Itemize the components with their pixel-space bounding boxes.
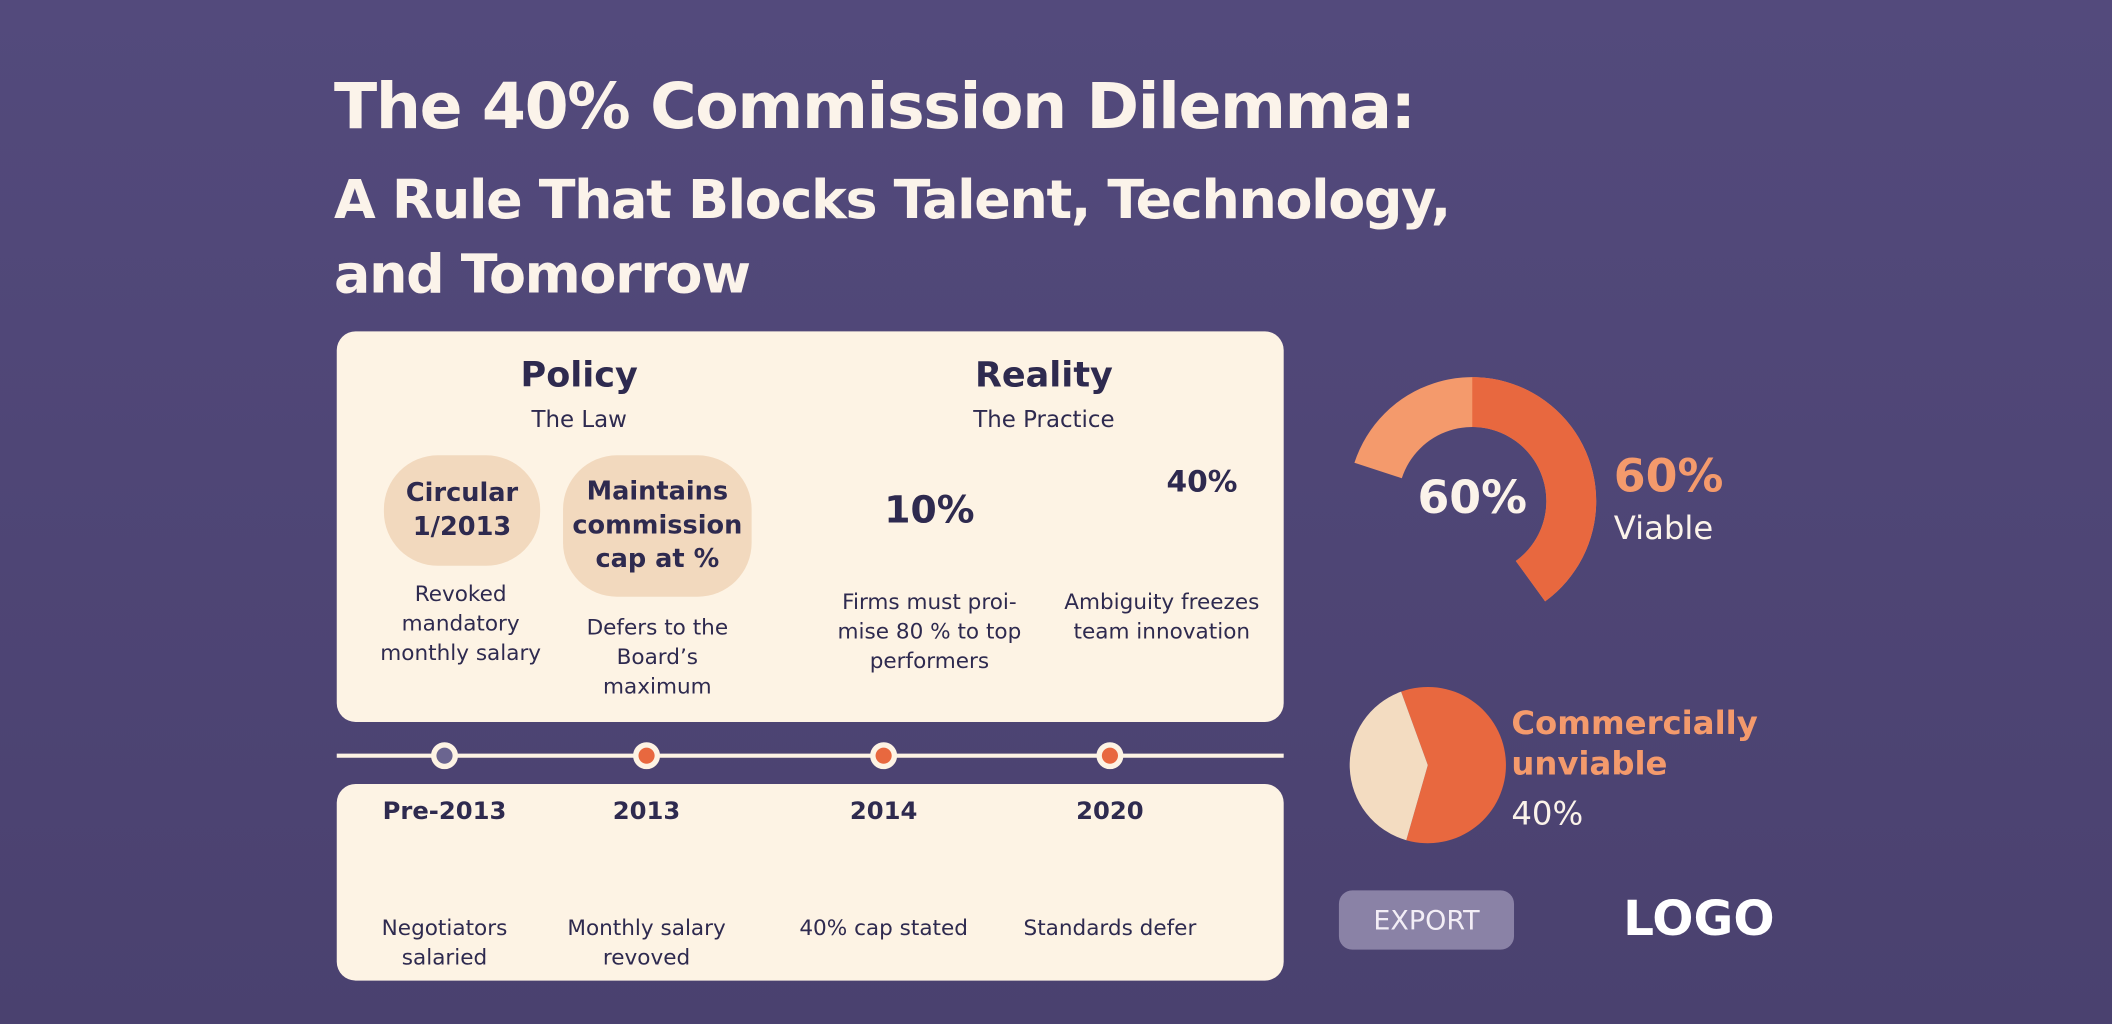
- policy-text: Defers to the Board’s maximum: [586, 614, 729, 700]
- donut-caption: Viable: [1613, 509, 1714, 547]
- pie-rest: [1401, 686, 1506, 844]
- timeline-label: 2020: [1076, 797, 1144, 826]
- timeline-text: 40% cap stated: [799, 914, 968, 941]
- policy-subheading: The Law: [531, 406, 627, 434]
- donut-label: 60%: [1613, 449, 1724, 504]
- timeline-dot: [1096, 742, 1124, 770]
- timeline-label: 2014: [849, 797, 918, 826]
- timeline-dot: [431, 742, 458, 770]
- timeline-text: Negotiators salaried: [381, 914, 508, 970]
- timeline-text: Standards defer: [1023, 914, 1197, 941]
- pie-label: Commercially unviable: [1511, 704, 1758, 783]
- timeline-text: Monthly salary revoved: [567, 914, 726, 970]
- timeline-dot: [633, 742, 661, 770]
- donut-rest: [1472, 377, 1597, 602]
- policy-heading: Policy: [520, 355, 638, 397]
- timeline-label: 2013: [612, 797, 681, 826]
- subtitle: A Rule That Blocks Talent, Technology, a…: [334, 169, 1451, 306]
- pie-segment: [1349, 691, 1428, 841]
- logo: LOGO: [1623, 891, 1775, 947]
- reality-badge: 10%: [884, 487, 975, 533]
- reality-text: Ambiguity freezes team innovation: [1064, 588, 1260, 644]
- timeline-dot: [870, 742, 898, 770]
- export-button[interactable]: EXPORT: [1338, 890, 1515, 950]
- title: The 40% Commission Dilemma:: [334, 70, 1416, 145]
- policy-badge: Circular 1/2013: [383, 455, 541, 566]
- timeline-card: [336, 783, 1284, 981]
- policy-badge: Maintains commission cap at %: [563, 455, 752, 597]
- reality-heading: Reality: [974, 355, 1113, 397]
- reality-subheading: The Practice: [973, 406, 1115, 434]
- policy-text: Revoked mandatory monthly salary: [380, 580, 542, 666]
- donut-center-label: 60%: [1417, 471, 1528, 526]
- pie-value-label: 40%: [1511, 794, 1584, 833]
- timeline-label: Pre-2013: [382, 797, 507, 826]
- reality-badge: 40%: [1166, 466, 1238, 500]
- reality-text: Firms must proi-mise 80 % to top perform…: [837, 588, 1022, 674]
